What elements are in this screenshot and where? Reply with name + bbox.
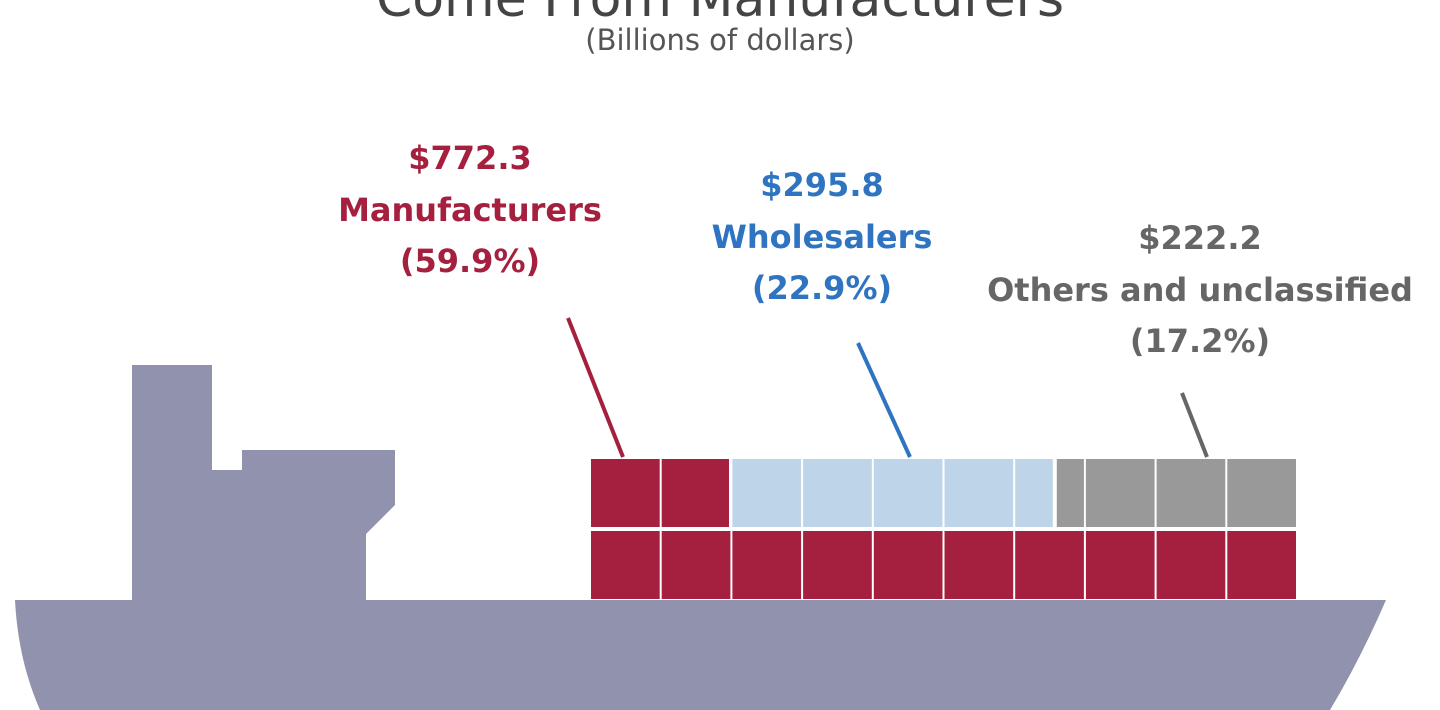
chart-subtitle: (Billions of dollars)	[585, 23, 854, 57]
value-label: $295.8	[760, 166, 883, 204]
percentage-label: (17.2%)	[1130, 322, 1270, 360]
container	[661, 531, 731, 599]
container	[803, 531, 872, 599]
leader-line	[1180, 392, 1209, 458]
leader-line	[856, 342, 912, 458]
container	[944, 531, 1014, 599]
container	[661, 459, 729, 527]
chart-title: Come From Manufacturers	[376, 0, 1064, 29]
container	[873, 531, 943, 599]
leader-line	[566, 317, 625, 458]
container	[1156, 531, 1226, 599]
percentage-label: (59.9%)	[400, 242, 540, 280]
container	[591, 459, 660, 527]
container	[1015, 531, 1084, 599]
ship-bridge	[132, 365, 395, 602]
container	[1085, 459, 1155, 527]
container	[732, 531, 802, 599]
container	[591, 531, 660, 599]
ship	[15, 365, 1386, 710]
container	[944, 459, 1014, 527]
container	[1227, 459, 1296, 527]
container	[1227, 531, 1296, 599]
container	[1015, 459, 1053, 527]
value-label: $222.2	[1138, 219, 1261, 257]
container	[873, 459, 943, 527]
container	[803, 459, 872, 527]
container	[732, 459, 802, 527]
category-label: Manufacturers	[338, 191, 602, 229]
container	[1085, 531, 1155, 599]
value-label: $772.3	[408, 139, 531, 177]
category-label: Wholesalers	[712, 218, 933, 256]
ship-hull	[15, 600, 1386, 710]
percentage-label: (22.9%)	[752, 269, 892, 307]
container	[1156, 459, 1226, 527]
container	[1056, 459, 1084, 527]
category-label: Others and unclassified	[987, 271, 1413, 309]
